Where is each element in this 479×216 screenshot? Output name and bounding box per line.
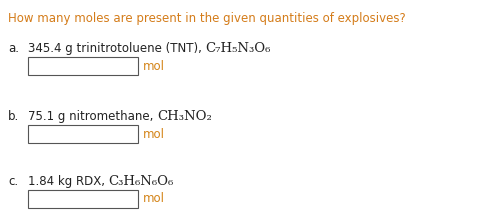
Text: C₃H₆N₆O₆: C₃H₆N₆O₆ xyxy=(109,175,174,188)
Text: How many moles are present in the given quantities of explosives?: How many moles are present in the given … xyxy=(8,12,406,25)
FancyBboxPatch shape xyxy=(28,125,138,143)
FancyBboxPatch shape xyxy=(28,57,138,75)
Text: mol: mol xyxy=(143,59,165,73)
Text: mol: mol xyxy=(143,127,165,140)
Text: 75.1 g nitromethane,: 75.1 g nitromethane, xyxy=(28,110,157,123)
Text: C₇H₅N₃O₆: C₇H₅N₃O₆ xyxy=(205,42,271,55)
Text: CH₃NO₂: CH₃NO₂ xyxy=(157,110,212,123)
Text: mol: mol xyxy=(143,192,165,205)
FancyBboxPatch shape xyxy=(28,190,138,208)
Text: 1.84 kg RDX,: 1.84 kg RDX, xyxy=(28,175,109,188)
Text: 345.4 g trinitrotoluene (TNT),: 345.4 g trinitrotoluene (TNT), xyxy=(28,42,205,55)
Text: b.: b. xyxy=(8,110,19,123)
Text: c.: c. xyxy=(8,175,18,188)
Text: a.: a. xyxy=(8,42,19,55)
